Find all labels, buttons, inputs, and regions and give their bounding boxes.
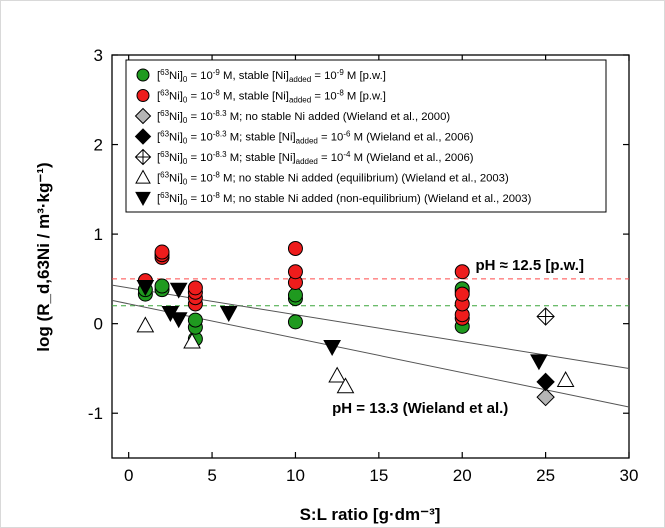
data-point [134, 107, 152, 125]
plot-frame [111, 54, 630, 459]
data-point [536, 387, 555, 407]
x-tick-label: 30 [620, 466, 639, 485]
data-point [287, 240, 303, 256]
x-axis-label: S:L ratio [g·dm⁻³] [300, 505, 441, 524]
data-point [135, 191, 151, 207]
data-point [154, 278, 170, 294]
x-tick-label: 0 [124, 466, 133, 485]
x-axis: 0 5 10 15 20 25 30 [124, 55, 639, 485]
x-tick-label: 5 [207, 466, 216, 485]
y-tick-label: 2 [94, 136, 103, 155]
legend-entry: [63Ni]0 = 10-8.3 M; stable [Ni]added = 1… [157, 130, 474, 146]
legend-entry: [63Ni]0 = 10-8.3 M; no stable Ni added (… [157, 109, 450, 125]
y-tick-label: 3 [94, 46, 103, 65]
data-point [136, 89, 150, 102]
data-point [136, 68, 150, 82]
data-point [187, 280, 203, 296]
y-axis-label: log (R_d,63Ni / m³·kg⁻¹) [34, 162, 53, 351]
data-point [134, 148, 152, 166]
data-point [536, 307, 555, 326]
data-point [219, 306, 238, 322]
data-point [134, 128, 152, 145]
data-point [169, 312, 188, 329]
data-point [556, 371, 575, 387]
data-point [136, 280, 155, 296]
y-tick-label: 1 [94, 225, 103, 244]
data-markers [136, 240, 575, 407]
legend-entry: [63Ni]0 = 10-8.3 M; stable [Ni]added = 1… [157, 150, 474, 166]
data-point [135, 169, 151, 184]
data-point [287, 314, 303, 330]
plot-area: pH ≈ 12.5 [p.w.] pH = 13.3 (Wieland et al… [111, 54, 630, 459]
annotation-label: pH ≈ 12.5 [p.w.] [475, 257, 584, 274]
y-tick-label: 0 [94, 315, 103, 334]
legend-entry: [63Ni]0 = 10-8 M, stable [Ni]added = 10-… [157, 89, 386, 105]
annotation-label: pH = 13.3 (Wieland et al.) [332, 400, 508, 417]
data-point [183, 332, 201, 349]
legend-entry: [63Ni]0 = 10-8 M; no stable Ni added (no… [157, 191, 532, 207]
data-point [136, 316, 155, 333]
data-point [169, 282, 188, 299]
x-tick-label: 10 [286, 466, 305, 485]
data-point [454, 264, 470, 280]
y-axis: -1 0 1 2 3 [88, 46, 629, 423]
data-point [187, 312, 203, 328]
data-point [323, 340, 341, 356]
y-tick-label: -1 [88, 404, 103, 423]
legend: [63Ni]0 = 10-9 M, stable [Ni]added = 10-… [125, 59, 607, 213]
data-point [287, 287, 303, 303]
x-tick-label: 20 [453, 466, 472, 485]
data-point [530, 354, 548, 371]
legend-entry: [63Ni]0 = 10-8 M; no stable Ni added (eq… [157, 171, 509, 187]
data-point [536, 372, 555, 392]
legend-entry: [63Ni]0 = 10-9 M, stable [Ni]added = 10-… [157, 68, 386, 84]
data-point [454, 286, 470, 302]
legend-box [125, 59, 607, 213]
x-tick-label: 15 [369, 466, 388, 485]
x-tick-label: 25 [536, 466, 555, 485]
data-point [328, 366, 346, 383]
data-point [154, 244, 170, 260]
data-point [287, 264, 303, 280]
data-point [336, 377, 355, 394]
annotations: pH ≈ 12.5 [p.w.] pH = 13.3 (Wieland et al… [332, 257, 584, 417]
